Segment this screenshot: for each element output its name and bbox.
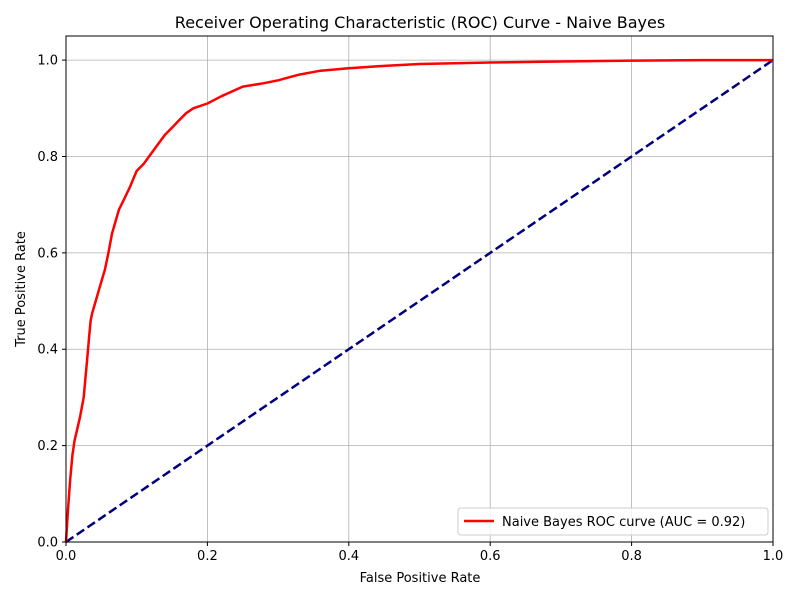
y-tick-label: 0.0	[37, 536, 58, 551]
y-tick-label: 1.0	[37, 54, 58, 69]
y-tick-label: 0.6	[37, 246, 58, 261]
x-tick-label: 0.2	[197, 549, 218, 564]
x-tick-label: 0.6	[480, 549, 501, 564]
x-axis-label: False Positive Rate	[360, 571, 481, 586]
diagonal-reference-line	[65, 59, 774, 544]
y-tick-label: 0.4	[37, 343, 58, 358]
series-lines	[64, 58, 774, 544]
x-tick-label: 0.0	[56, 549, 77, 564]
y-tick-label: 0.2	[37, 439, 58, 454]
legend: Naive Bayes ROC curve (AUC = 0.92)	[457, 507, 769, 536]
x-tick-label: 0.8	[621, 549, 642, 564]
roc-curve-line	[64, 58, 773, 543]
x-tick-label: 1.0	[763, 549, 784, 564]
x-tick-label: 0.4	[338, 549, 359, 564]
chart-title: Receiver Operating Characteristic (ROC) …	[175, 13, 665, 32]
axis-ticks: 0.0 0.2 0.4 0.6 0.8 1.0 0.0 0.2 0.4 0.6 0.8 1.0	[37, 54, 783, 564]
legend-box	[457, 507, 769, 536]
plot-frame	[65, 35, 774, 543]
legend-entry-label: Naive Bayes ROC curve (AUC = 0.92)	[502, 515, 745, 530]
grid-lines	[65, 36, 774, 543]
y-axis-label: True Positive Rate	[14, 231, 29, 348]
y-tick-label: 0.8	[37, 150, 58, 165]
